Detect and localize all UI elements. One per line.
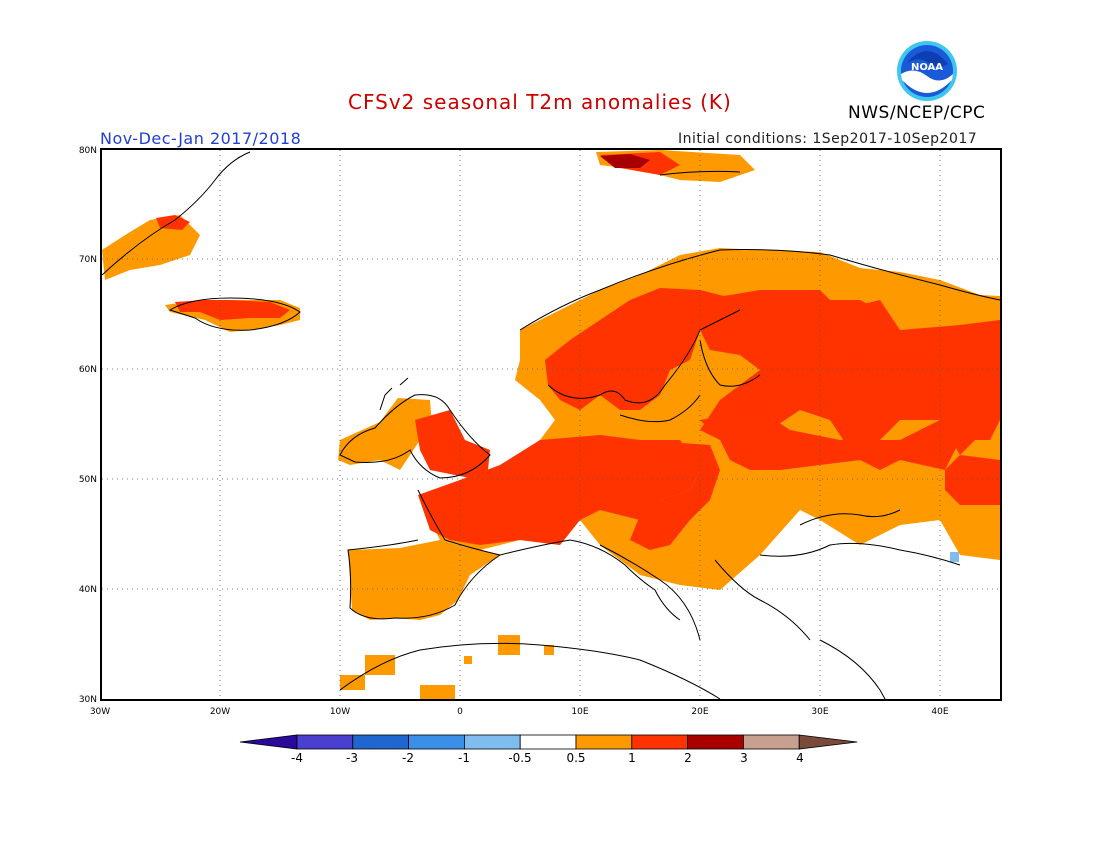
lat-label: 70N: [79, 255, 97, 265]
anomaly-neg-0-5-to-neg-1-regions: [950, 552, 959, 562]
anomaly-field: [102, 150, 1000, 699]
lon-label: 40E: [931, 707, 948, 717]
lon-label: 30W: [90, 707, 110, 717]
longitude-labels: 30W 20W 10W 0 10E 20E 30E 40E: [90, 707, 949, 717]
lon-label: 10W: [330, 707, 350, 717]
lon-label: 10E: [571, 707, 588, 717]
colorbar-label: 3: [740, 751, 748, 765]
colorbar-labels: -4 -3 -2 -1 -0.5 0.5 1 2 3 4: [291, 751, 804, 765]
lon-label: 30E: [811, 707, 828, 717]
initial-conditions: Initial conditions: 1Sep2017-10Sep2017: [678, 131, 978, 147]
colorbar-label: -2: [402, 751, 414, 765]
colorbar-box: [519, 734, 577, 750]
lat-label: 40N: [79, 585, 97, 595]
colorbar-box: [352, 734, 409, 750]
colorbar-label: 2: [684, 751, 692, 765]
colorbar-box: [687, 734, 744, 750]
map-frame: [100, 148, 1002, 701]
agency-label: NWS/NCEP/CPC: [848, 103, 986, 123]
colorbar-label: 1: [628, 751, 636, 765]
lon-label: 0: [457, 707, 463, 717]
colorbar-box: [631, 734, 688, 750]
colorbar-box: [463, 734, 521, 750]
coastlines: [102, 151, 1000, 699]
lon-label: 20W: [210, 707, 230, 717]
colorbar-box: [743, 734, 800, 750]
colorbar-arrow-high: [798, 734, 858, 750]
map-title: CFSv2 seasonal T2m anomalies (K): [348, 90, 732, 114]
colorbar-box: [296, 734, 354, 750]
anomaly-2-to-3-regions: [600, 154, 650, 168]
colorbar-label: -4: [291, 751, 303, 765]
noaa-logo-icon: NOAA: [897, 41, 957, 101]
colorbar-label: -1: [458, 751, 470, 765]
lon-label: 20E: [691, 707, 708, 717]
colorbar-boxes: [239, 734, 858, 750]
noaa-logo-text: NOAA: [911, 62, 943, 73]
lat-label: 60N: [79, 365, 97, 375]
colorbar-label: 4: [796, 751, 804, 765]
colorbar-arrow-low: [239, 734, 298, 750]
latitude-labels: 30N 40N 50N 60N 70N 80N: [79, 146, 97, 705]
colorbar-box: [408, 734, 465, 750]
colorbar-label: 0.5: [566, 751, 585, 765]
colorbar-label: -0.5: [508, 751, 531, 765]
lat-label: 30N: [79, 695, 97, 705]
colorbar-label: -3: [346, 751, 358, 765]
lat-label: 80N: [79, 146, 97, 156]
lat-label: 50N: [79, 475, 97, 485]
colorbar-box: [575, 734, 633, 750]
forecast-period: Nov-Dec-Jan 2017/2018: [100, 129, 302, 148]
